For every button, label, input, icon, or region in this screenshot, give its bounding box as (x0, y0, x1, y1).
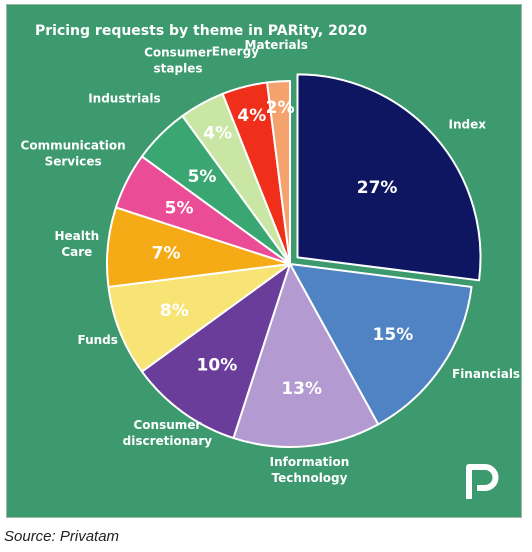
category-label-information-technology: Information Technology (270, 455, 350, 485)
category-label-energy: Energy (212, 44, 259, 58)
category-label-communication-services: Communication Services (21, 139, 126, 169)
category-label-funds: Funds (77, 333, 117, 347)
pct-label-communication-services: 5% (165, 199, 194, 219)
slice-index (296, 73, 482, 282)
pct-label-consumer-discretionary: 10% (197, 356, 238, 376)
pct-label-index: 27% (357, 178, 398, 198)
source-note: Source: Privatam (4, 528, 120, 545)
pct-label-industrials: 5% (188, 167, 217, 187)
category-label-consumer-discretionary: Consumer discretionary (123, 418, 213, 448)
pct-label-energy: 4% (237, 106, 266, 126)
category-label-consumer-staples: Consumer staples (144, 45, 212, 75)
pie-slices (106, 73, 482, 448)
category-label-materials: Materials (245, 38, 308, 52)
chart-title: Pricing requests by theme in PARity, 202… (35, 23, 368, 39)
slice-consumer-discretionary (140, 263, 291, 440)
slice-information-technology (232, 263, 380, 448)
category-label-industrials: Industrials (88, 91, 160, 105)
pct-label-information-technology: 13% (281, 379, 322, 399)
pct-label-funds: 8% (160, 301, 189, 321)
pie-chart: 27% Index 15% Financials 13% Information Techn… (21, 38, 521, 499)
privatam-logo-icon (466, 464, 499, 499)
slice-funds (107, 263, 291, 373)
category-label-index: Index (449, 117, 487, 131)
pct-label-financials: 15% (373, 325, 414, 345)
category-label-health-care: Health Care (54, 229, 99, 259)
category-label-financials: Financials (452, 367, 520, 381)
pct-label-health-care: 7% (152, 243, 181, 263)
pct-label-materials: 2% (266, 98, 295, 118)
pie-labels: 27% Index 15% Financials 13% Information Techn… (21, 38, 521, 485)
slice-materials (266, 79, 291, 265)
chart-panel: Pricing requests by theme in PARity, 202… (6, 4, 522, 518)
pct-label-consumer-staples: 4% (203, 124, 232, 144)
slice-financials (289, 263, 473, 426)
